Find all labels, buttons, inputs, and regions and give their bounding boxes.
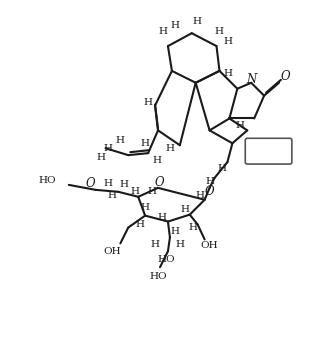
Text: H: H [224,69,233,78]
Text: H: H [104,180,113,189]
Text: H: H [224,37,233,46]
Text: H: H [153,155,162,164]
Text: O: O [205,185,214,198]
Text: H: H [214,27,223,36]
Text: H: H [175,240,184,249]
Text: O: O [86,178,95,190]
Text: H: H [147,187,156,196]
Text: H: H [217,163,226,173]
Text: H: H [170,227,179,236]
Text: H: H [116,136,125,145]
Text: H: H [195,191,204,200]
Text: Aos: Aos [259,146,279,156]
Text: H: H [188,223,197,232]
Text: HO: HO [38,176,56,185]
Text: H: H [205,178,214,186]
Text: H: H [158,27,167,36]
Text: HO: HO [149,272,167,281]
Text: O: O [280,70,290,83]
Text: OH: OH [104,247,121,256]
Text: H: H [180,205,189,214]
Text: H: H [141,203,150,212]
Text: H: H [144,98,153,107]
Text: OH: OH [201,241,218,250]
Text: H: H [136,220,145,229]
Text: H: H [108,191,117,200]
FancyBboxPatch shape [245,138,292,164]
Text: H: H [131,187,140,196]
Text: H: H [236,121,245,130]
Text: H: H [96,153,105,162]
Text: H: H [170,21,179,30]
Text: H: H [157,213,166,222]
Text: HO: HO [157,255,175,264]
Text: H: H [192,17,201,26]
Text: H: H [104,144,113,153]
Text: O: O [154,176,164,190]
Text: H: H [120,180,129,190]
Text: H: H [166,144,175,153]
Text: H: H [151,240,160,249]
Text: N: N [246,73,256,86]
Text: H: H [141,139,150,148]
